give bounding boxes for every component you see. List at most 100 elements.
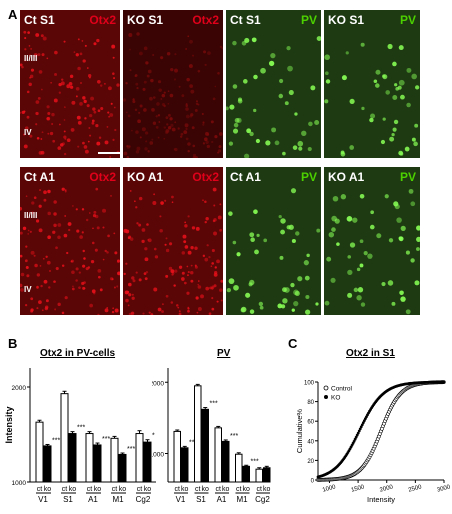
cell-dot bbox=[126, 156, 130, 158]
y-tick-label: 100 bbox=[304, 381, 315, 387]
cell-dot bbox=[25, 245, 28, 248]
x-tick-label: 1000 bbox=[322, 484, 337, 493]
cell-dot bbox=[112, 307, 115, 310]
cell-dot bbox=[234, 117, 240, 123]
x-tick-label: 2000 bbox=[379, 484, 394, 493]
cell-dot bbox=[55, 246, 58, 250]
cell-dot bbox=[332, 195, 339, 202]
cell-dot bbox=[35, 33, 40, 37]
micrograph-stain-label: Otx2 bbox=[89, 13, 116, 27]
cell-dot bbox=[200, 294, 204, 299]
cell-dot bbox=[152, 121, 157, 125]
cell-dot bbox=[71, 100, 76, 105]
cell-dot bbox=[38, 70, 43, 74]
cell-dot bbox=[144, 257, 149, 262]
cell-dot bbox=[135, 130, 139, 134]
cell-dot bbox=[290, 188, 297, 194]
cell-dot bbox=[35, 123, 38, 126]
cell-dot bbox=[160, 201, 164, 205]
cell-dot bbox=[282, 298, 288, 304]
cell-dot bbox=[282, 151, 286, 156]
x-tick-label: 3000 bbox=[437, 484, 452, 493]
cell-dot bbox=[129, 69, 132, 72]
cell-dot bbox=[181, 251, 186, 255]
cell-dot bbox=[20, 206, 23, 211]
cell-dot bbox=[61, 311, 65, 315]
cell-dot bbox=[211, 307, 215, 311]
cell-dot bbox=[84, 44, 87, 47]
cell-dot bbox=[150, 313, 154, 315]
cell-dot bbox=[307, 146, 312, 152]
cell-dot bbox=[385, 90, 390, 95]
cell-dot bbox=[256, 233, 260, 238]
cell-dot bbox=[69, 85, 74, 89]
cell-dot bbox=[63, 130, 66, 133]
cell-dot bbox=[53, 98, 58, 103]
cell-dot bbox=[94, 214, 99, 219]
cell-dot bbox=[173, 78, 177, 81]
cell-dot bbox=[416, 236, 420, 242]
cell-dot bbox=[187, 215, 190, 218]
bar-label: ct bbox=[37, 486, 43, 493]
cell-dot bbox=[191, 226, 196, 230]
cell-dot bbox=[211, 248, 215, 253]
cell-dot bbox=[392, 95, 398, 100]
cell-dot bbox=[213, 204, 216, 207]
cell-dot bbox=[220, 279, 223, 283]
cell-dot bbox=[43, 198, 47, 202]
cell-dot bbox=[64, 138, 67, 140]
group-label: S1 bbox=[196, 495, 206, 504]
y-tick-label: 2000 bbox=[152, 380, 164, 387]
cell-dot bbox=[248, 282, 253, 287]
cell-dot bbox=[72, 285, 74, 288]
group-label: A1 bbox=[217, 495, 227, 504]
layer-label-upper: II/III bbox=[24, 211, 38, 220]
cell-dot bbox=[189, 84, 193, 89]
significance-marker: *** bbox=[210, 401, 218, 408]
cell-dot bbox=[330, 277, 336, 283]
cell-dot bbox=[136, 146, 141, 151]
cell-dot bbox=[279, 78, 284, 84]
cell-dot bbox=[206, 244, 209, 247]
cell-dot bbox=[26, 90, 30, 94]
cell-dot bbox=[191, 126, 195, 130]
cell-dot bbox=[324, 54, 330, 61]
cell-dot bbox=[36, 307, 39, 310]
cell-dot bbox=[143, 46, 148, 51]
group-label: A1 bbox=[88, 495, 98, 504]
micrograph-region-label: KO S1 bbox=[328, 13, 365, 27]
cell-dot bbox=[38, 300, 42, 305]
bar-ct-m1 bbox=[110, 437, 119, 483]
cell-dot bbox=[416, 225, 420, 231]
cell-dot bbox=[25, 266, 29, 270]
cell-dot bbox=[359, 263, 364, 268]
cell-dot bbox=[174, 68, 178, 73]
cell-dot bbox=[197, 69, 201, 73]
micrograph-region-label: Ct A1 bbox=[230, 170, 261, 184]
cell-dot bbox=[291, 308, 295, 312]
group-label: M1 bbox=[112, 495, 124, 504]
cell-dot bbox=[185, 104, 189, 108]
cell-dot bbox=[147, 69, 152, 74]
cell-dot bbox=[218, 145, 222, 149]
cell-dot bbox=[111, 310, 115, 314]
cell-dot bbox=[197, 280, 200, 282]
cell-dot bbox=[58, 91, 62, 94]
cell-dot bbox=[253, 209, 258, 215]
cell-dot bbox=[81, 208, 85, 211]
cell-dot bbox=[28, 82, 32, 87]
cell-dot bbox=[185, 103, 188, 106]
cell-dot bbox=[63, 233, 68, 238]
cell-dot bbox=[411, 73, 417, 80]
cell-dot bbox=[128, 282, 132, 287]
cell-dot bbox=[47, 211, 52, 216]
cell-dot bbox=[130, 129, 133, 132]
cell-dot bbox=[328, 232, 335, 238]
cell-dot bbox=[167, 90, 170, 92]
bar-label: ko bbox=[263, 486, 271, 493]
cell-dot bbox=[284, 101, 289, 106]
cell-dot bbox=[177, 127, 180, 130]
cell-dot bbox=[244, 37, 250, 44]
significance-marker: *** bbox=[52, 437, 60, 444]
cell-dot bbox=[137, 119, 141, 124]
